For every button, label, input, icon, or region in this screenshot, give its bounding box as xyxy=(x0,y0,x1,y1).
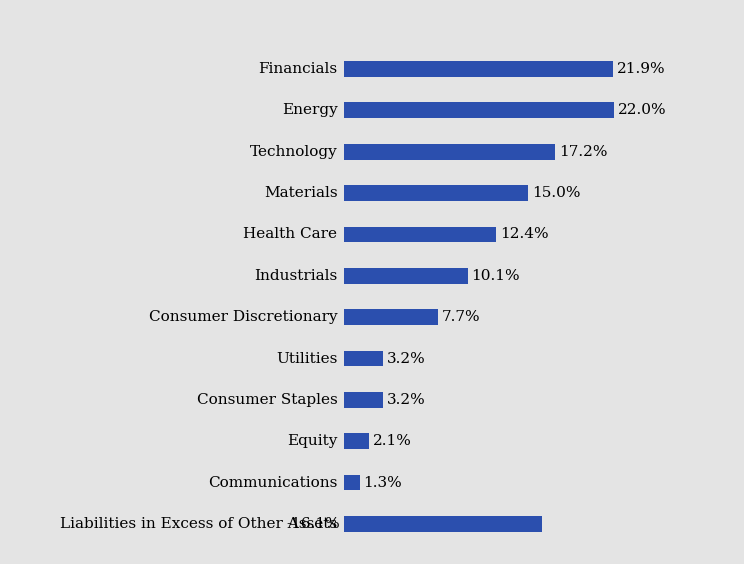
Text: Energy: Energy xyxy=(282,103,338,117)
Text: Industrials: Industrials xyxy=(254,269,338,283)
Text: Communications: Communications xyxy=(208,475,338,490)
Bar xyxy=(344,433,370,449)
Text: 22.0%: 22.0% xyxy=(618,103,667,117)
Bar xyxy=(344,185,528,201)
Text: Financials: Financials xyxy=(258,62,338,76)
Bar xyxy=(344,144,555,160)
Text: Materials: Materials xyxy=(264,186,338,200)
Text: -16.1%: -16.1% xyxy=(286,517,340,531)
Text: Consumer Staples: Consumer Staples xyxy=(196,393,338,407)
Text: Equity: Equity xyxy=(287,434,338,448)
Bar xyxy=(344,227,496,243)
Text: 21.9%: 21.9% xyxy=(617,62,665,76)
Text: 1.3%: 1.3% xyxy=(363,475,402,490)
Text: Liabilities in Excess of Other Assets: Liabilities in Excess of Other Assets xyxy=(60,517,338,531)
Text: 10.1%: 10.1% xyxy=(472,269,520,283)
Text: Consumer Discretionary: Consumer Discretionary xyxy=(149,310,338,324)
Text: 12.4%: 12.4% xyxy=(500,227,548,241)
Text: 2.1%: 2.1% xyxy=(373,434,412,448)
Text: 3.2%: 3.2% xyxy=(387,393,426,407)
Bar xyxy=(344,351,383,367)
Bar xyxy=(344,103,614,118)
Bar xyxy=(344,309,438,325)
Text: Health Care: Health Care xyxy=(243,227,338,241)
Bar xyxy=(344,516,542,532)
Text: 3.2%: 3.2% xyxy=(387,351,426,365)
Bar xyxy=(344,392,383,408)
Bar xyxy=(344,61,613,77)
Bar xyxy=(344,475,359,491)
Text: Technology: Technology xyxy=(250,145,338,158)
Text: 7.7%: 7.7% xyxy=(442,310,481,324)
Text: 17.2%: 17.2% xyxy=(559,145,607,158)
Text: 15.0%: 15.0% xyxy=(532,186,580,200)
Bar xyxy=(344,268,468,284)
Text: Utilities: Utilities xyxy=(276,351,338,365)
